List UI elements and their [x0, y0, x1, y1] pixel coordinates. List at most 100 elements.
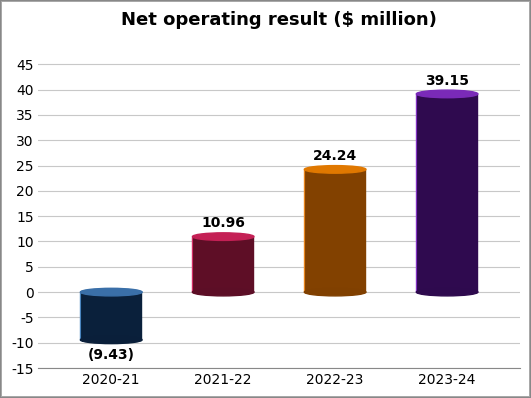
Bar [306, 170, 320, 292]
Bar [418, 94, 453, 292]
Bar [82, 292, 124, 340]
Bar [305, 170, 307, 292]
Bar [418, 94, 458, 292]
Bar [306, 170, 321, 292]
Bar [194, 237, 205, 292]
Bar [305, 170, 313, 292]
Bar [306, 170, 339, 292]
Bar [306, 170, 346, 292]
Bar [193, 237, 199, 292]
Bar [194, 237, 218, 292]
Bar [418, 94, 443, 292]
Bar [417, 94, 429, 292]
Bar [82, 292, 112, 340]
Bar [417, 94, 421, 292]
Ellipse shape [81, 290, 142, 295]
Bar [306, 170, 352, 292]
Bar [306, 170, 364, 292]
Ellipse shape [304, 288, 366, 296]
Bar [418, 94, 434, 292]
Ellipse shape [81, 288, 142, 296]
Bar [306, 170, 318, 292]
Bar [306, 170, 342, 292]
Bar [306, 170, 329, 292]
Bar [306, 170, 349, 292]
Bar [305, 170, 314, 292]
Bar [82, 292, 99, 340]
Bar [194, 237, 228, 292]
Bar [194, 237, 238, 292]
Bar [82, 292, 137, 340]
Bar [306, 170, 319, 292]
Bar [82, 292, 126, 340]
Bar [418, 94, 450, 292]
Bar [418, 94, 438, 292]
Text: (9.43): (9.43) [88, 348, 135, 362]
Bar [194, 237, 236, 292]
Bar [82, 292, 83, 340]
Bar [306, 170, 365, 292]
Bar [82, 292, 118, 340]
Bar [305, 170, 310, 292]
Bar [82, 292, 84, 340]
Bar [306, 170, 348, 292]
Bar [82, 292, 117, 340]
Bar [82, 292, 103, 340]
Text: 10.96: 10.96 [201, 216, 245, 230]
Bar [417, 94, 422, 292]
Bar [306, 170, 340, 292]
Bar [194, 237, 209, 292]
Bar [82, 292, 127, 340]
Bar [194, 237, 223, 292]
Bar [193, 237, 195, 292]
Bar [306, 170, 328, 292]
Bar [82, 292, 114, 340]
Bar [82, 292, 85, 340]
Bar [306, 170, 346, 292]
Bar [82, 292, 140, 340]
Bar [194, 237, 207, 292]
Bar [194, 237, 203, 292]
Bar [82, 292, 88, 340]
Bar [193, 237, 194, 292]
Bar [306, 170, 337, 292]
Bar [82, 292, 90, 340]
Bar [194, 237, 237, 292]
Bar [418, 94, 436, 292]
Bar [82, 292, 105, 340]
Bar [306, 170, 322, 292]
Text: 39.15: 39.15 [425, 74, 469, 88]
Bar [82, 292, 119, 340]
Bar [194, 237, 213, 292]
Bar [418, 94, 437, 292]
Bar [82, 292, 87, 340]
Bar [418, 94, 456, 292]
Bar [194, 237, 242, 292]
Bar [418, 94, 455, 292]
Bar [194, 237, 252, 292]
Bar [418, 94, 467, 292]
Bar [194, 237, 215, 292]
Bar [418, 94, 475, 292]
Bar [82, 292, 141, 340]
Bar [306, 170, 344, 292]
Bar [418, 94, 449, 292]
Bar [194, 237, 222, 292]
Bar [418, 94, 473, 292]
Bar [82, 292, 92, 340]
Bar [82, 292, 138, 340]
Bar [418, 94, 440, 292]
Bar [416, 94, 417, 292]
Bar [418, 94, 455, 292]
Bar [82, 292, 94, 340]
Bar [418, 94, 460, 292]
Bar [306, 170, 362, 292]
Bar [306, 170, 333, 292]
Bar [194, 237, 230, 292]
Bar [306, 170, 345, 292]
Bar [194, 237, 210, 292]
Bar [194, 237, 211, 292]
Bar [418, 94, 463, 292]
Bar [194, 237, 236, 292]
Bar [418, 94, 470, 292]
